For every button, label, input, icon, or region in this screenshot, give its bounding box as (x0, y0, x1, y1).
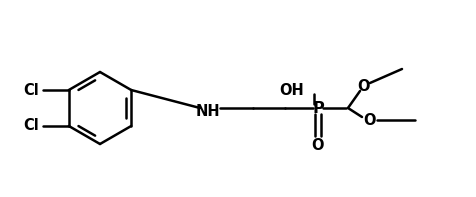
Text: OH: OH (278, 83, 303, 98)
Text: O: O (357, 78, 369, 94)
Text: P: P (311, 100, 323, 115)
Text: O: O (311, 138, 324, 152)
Text: O: O (363, 112, 376, 127)
Text: Cl: Cl (23, 119, 39, 134)
Text: Cl: Cl (23, 83, 39, 98)
Text: NH: NH (195, 103, 220, 119)
